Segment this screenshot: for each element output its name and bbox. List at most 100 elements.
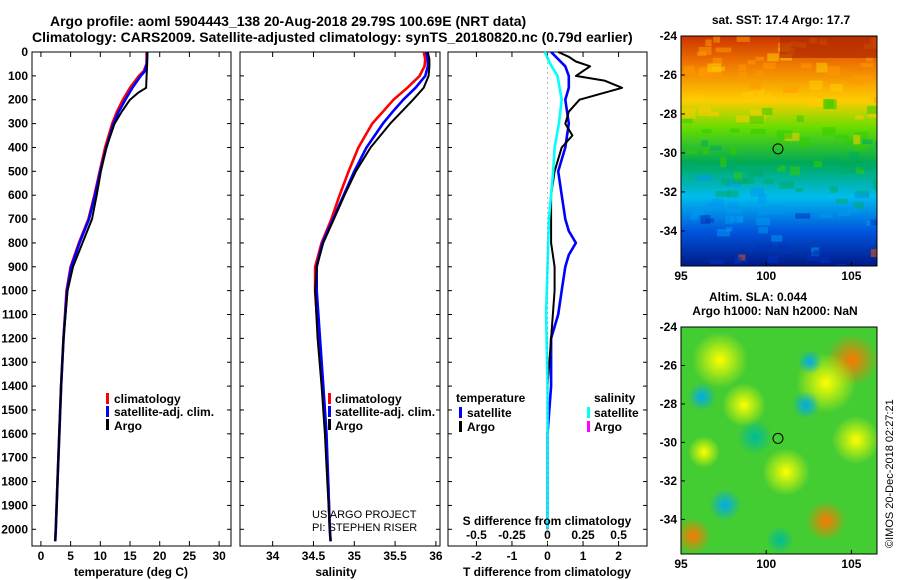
sst-map-title: sat. SST: 17.4 Argo: 17.7 xyxy=(712,13,851,27)
sst-texture-cell xyxy=(683,65,695,75)
sst-texture-cell xyxy=(778,244,790,255)
sst-texture-cell xyxy=(830,84,844,92)
sst-texture-cell xyxy=(819,257,830,264)
difference-salinity-legend: salinity satellite Argo xyxy=(587,391,639,434)
sst-texture-cell xyxy=(816,62,828,73)
sst-texture-cell xyxy=(757,93,773,104)
sst-texture-cell xyxy=(741,91,754,98)
sst-texture-cell xyxy=(713,36,721,43)
map-x-tick-label: 105 xyxy=(841,557,861,571)
sst-texture-cell xyxy=(845,139,854,146)
s-diff-tick-label: -0.25 xyxy=(498,528,526,542)
s-difference-axis-label: S difference from climatology xyxy=(463,514,632,528)
profile-curves xyxy=(53,51,624,546)
temperature-panel-frame xyxy=(31,51,232,547)
legend-swatch-t-argo xyxy=(459,421,462,432)
y-tick-label: 400 xyxy=(8,140,28,154)
sst-texture-cell xyxy=(696,174,712,182)
s-diff-tick-label: -0.5 xyxy=(466,528,487,542)
sst-texture-cell xyxy=(848,152,860,160)
legend-label-s-satellite: satellite xyxy=(594,406,639,420)
sst-texture-cell xyxy=(769,205,785,215)
sst-texture-cell xyxy=(860,62,874,68)
sst-texture-cell xyxy=(853,202,864,209)
sst-texture-cell xyxy=(731,178,738,184)
sst-texture-cell xyxy=(712,66,726,71)
sst-texture-cell xyxy=(800,63,812,68)
sst-texture-cell xyxy=(875,187,877,193)
legend-label-t-satellite: satellite xyxy=(467,406,512,420)
map-y-tick-label: -34 xyxy=(660,224,678,238)
sla-map-title: Altim. SLA: 0.044 xyxy=(709,290,807,304)
sla-argo-location-marker xyxy=(772,432,784,444)
sst-texture-cell xyxy=(727,190,739,198)
sst-texture-cell xyxy=(855,115,864,120)
map-y-tick-label: -28 xyxy=(660,107,678,121)
sst-texture-cell xyxy=(713,70,723,78)
sst-texture-cell xyxy=(870,219,877,226)
x-tick-label: 25 xyxy=(183,549,197,563)
sst-texture-cell xyxy=(840,165,855,174)
sla-anomaly-blob xyxy=(688,436,720,468)
map-y-tick-label: -26 xyxy=(660,68,678,82)
sla-anomaly-blob xyxy=(681,518,711,554)
legend-swatch-satellite xyxy=(106,406,109,417)
sst-texture-cell xyxy=(699,66,713,76)
sst-texture-cell xyxy=(865,56,873,62)
legend-swatch-argo xyxy=(106,419,109,430)
x-tick-label: 20 xyxy=(153,549,167,563)
temperature-legend: climatology satellite-adj. clim. Argo xyxy=(106,392,214,433)
imos-credit: ©IMOS 20-Dec-2018 02:27:21 xyxy=(884,399,896,548)
sst-texture-cell xyxy=(755,56,764,61)
sst-texture-cell xyxy=(726,161,735,171)
legend-swatch-satellite xyxy=(328,406,331,417)
sst-texture-cell xyxy=(709,111,720,117)
sst-texture-cell xyxy=(795,213,811,219)
sst-texture-cell xyxy=(737,178,749,185)
sst-texture-cell xyxy=(682,118,693,124)
sst-texture-cell xyxy=(749,115,765,124)
sst-texture-cell xyxy=(854,144,867,151)
sst-texture-cell xyxy=(854,131,868,141)
legend-swatch-s-satellite xyxy=(587,407,590,418)
legend-label-satellite: satellite-adj. clim. xyxy=(114,405,214,419)
legend-swatch-t-satellite xyxy=(459,407,462,418)
legend-swatch-climatology xyxy=(106,393,109,404)
sst-map-frame xyxy=(680,35,878,267)
sst-texture-cell xyxy=(823,98,834,109)
sst-texture-cell xyxy=(826,157,839,164)
map-x-tick-label: 105 xyxy=(841,269,861,283)
sst-texture-cell xyxy=(758,226,768,234)
sst-texture-cell xyxy=(692,206,705,216)
map-y-tick-label: -24 xyxy=(660,320,678,334)
x-tick-label: 34 xyxy=(266,549,280,563)
s-diff-tick-label: 0.25 xyxy=(571,528,595,542)
sst-texture-cell xyxy=(779,181,795,189)
y-tick-label: 1900 xyxy=(1,498,28,512)
x-tick-label: 34.5 xyxy=(302,549,326,563)
legend-title-temperature: temperature xyxy=(456,391,526,405)
sst-texture-cell xyxy=(813,249,828,254)
sst-texture-cell xyxy=(750,187,765,197)
sla-anomaly-blob xyxy=(688,383,716,411)
legend-label-climatology: climatology xyxy=(114,392,181,406)
sla-anomaly-blob xyxy=(832,416,877,464)
sst-texture-cell xyxy=(730,128,740,133)
sla-anomaly-blob xyxy=(792,391,820,419)
sst-texture-cell xyxy=(861,74,873,82)
sla-anomaly-blob xyxy=(798,350,822,374)
sst-texture-cell xyxy=(720,178,731,186)
y-tick-label: 900 xyxy=(8,260,28,274)
sst-texture-cell xyxy=(767,53,779,62)
sst-texture-cell xyxy=(729,147,737,155)
y-tick-label: 200 xyxy=(8,93,28,107)
sst-texture-cell xyxy=(738,71,748,80)
sst-texture-cell xyxy=(763,62,776,70)
map-y-tick-label: -30 xyxy=(660,146,678,160)
sst-texture-cell xyxy=(790,166,800,176)
sst-map-axes: 95 100 105 -24 -26 -28 -30 -32 -34 xyxy=(660,29,862,283)
salinity-legend: climatology satellite-adj. clim. Argo xyxy=(328,392,435,433)
sst-texture-cell xyxy=(835,134,849,140)
sst-texture-cell xyxy=(705,39,712,47)
sst-texture-cell xyxy=(796,115,804,123)
